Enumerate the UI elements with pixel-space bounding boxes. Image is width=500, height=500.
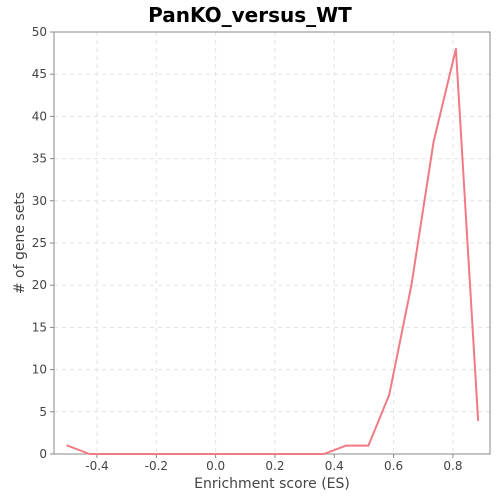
y-axis-label: # of gene sets: [12, 191, 28, 295]
y-tick-label: 10: [32, 363, 47, 377]
data-point: [244, 453, 247, 455]
y-tick-label: 35: [32, 152, 47, 166]
data-point: [110, 453, 113, 455]
x-tick-label: -0.2: [145, 459, 168, 473]
x-tick-label: 0.8: [443, 459, 462, 473]
y-tick-label: 20: [32, 278, 47, 292]
data-point: [199, 453, 202, 455]
x-tick-label: 0.2: [265, 459, 284, 473]
y-tick-label: 30: [32, 194, 47, 208]
data-point: [266, 453, 269, 455]
data-point: [345, 444, 348, 447]
y-tick-label: 25: [32, 236, 47, 250]
grid: [54, 32, 490, 454]
data-point: [133, 453, 136, 455]
y-tick-label: 45: [32, 67, 47, 81]
data-point: [432, 140, 435, 143]
x-axis-label: Enrichment score (ES): [194, 476, 350, 492]
data-point: [477, 419, 480, 422]
x-tick-label: 0.0: [206, 459, 225, 473]
data-point: [322, 453, 325, 455]
data-point: [288, 453, 291, 455]
data-point: [367, 444, 370, 447]
data-point: [155, 453, 158, 455]
x-tick-label: 0.6: [384, 459, 403, 473]
data-point: [177, 453, 180, 455]
data-point: [222, 453, 225, 455]
data-point: [88, 453, 91, 455]
series-line: [66, 47, 480, 455]
data-point: [311, 453, 314, 455]
y-tick-label: 40: [32, 109, 47, 123]
y-tick-label: 15: [32, 320, 47, 334]
chart-title: PanKO_versus_WT: [148, 3, 352, 27]
x-tick-label: -0.4: [85, 459, 108, 473]
ticks: 0 5 10 15 20 25 30 35 40 45 50 -0.4 -0.2 0.0 0.2 0.4 0.6…: [32, 25, 463, 473]
data-point: [66, 444, 69, 447]
series-layer: [66, 47, 480, 455]
y-tick-label: 0: [39, 447, 47, 461]
data-point: [388, 393, 391, 396]
x-tick-label: 0.4: [325, 459, 344, 473]
data-point: [410, 284, 413, 287]
data-point: [454, 47, 457, 50]
y-tick-label: 5: [39, 405, 47, 419]
y-tick-label: 50: [32, 25, 47, 39]
